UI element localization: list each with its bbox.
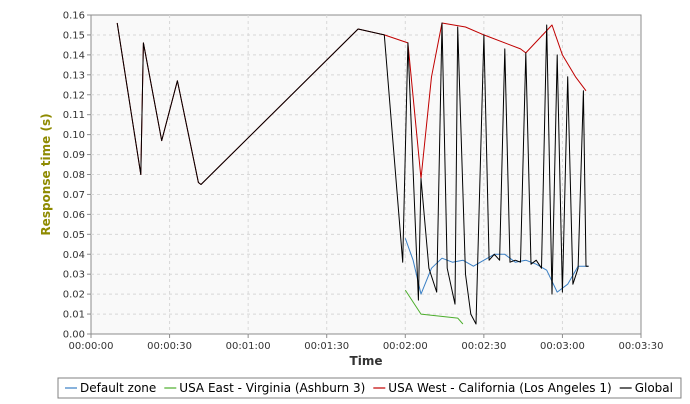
x-tick-label: 00:00:30 (147, 341, 192, 352)
y-tick-label: 0.06 (63, 210, 85, 221)
series-line-4 (116, 22, 589, 325)
legend-label-2: USA East - Virginia (Ashburn 3) (179, 381, 365, 395)
x-axis-title: Time (350, 354, 383, 368)
series-lines (116, 22, 589, 325)
axis-ticks: 0.00 0.01 0.02 0.03 0.04 0.05 0.06 0.07 0.08 0.09… (63, 11, 664, 353)
plot-area (90, 14, 642, 335)
y-axis-title: Response time (s) (39, 113, 53, 235)
y-tick-label: 0.05 (63, 230, 85, 241)
x-tick-label: 00:00:00 (69, 341, 114, 352)
y-tick-label: 0.10 (63, 130, 85, 141)
y-tick-label: 0.13 (63, 70, 85, 81)
y-tick-label: 0.12 (63, 90, 85, 101)
y-tick-label: 0.11 (63, 110, 85, 121)
y-tick-label: 0.16 (63, 11, 85, 22)
y-tick-label: 0.00 (63, 330, 85, 341)
series-line-2 (404, 289, 464, 325)
x-tick-label: 00:01:00 (226, 341, 271, 352)
y-tick-label: 0.15 (63, 30, 85, 41)
y-tick-label: 0.03 (63, 270, 85, 281)
y-tick-label: 0.09 (63, 150, 85, 161)
x-tick-label: 00:01:30 (304, 341, 349, 352)
legend-box (57, 377, 682, 399)
y-tick-label: 0.08 (63, 170, 85, 181)
x-tick-label: 00:02:00 (383, 341, 428, 352)
y-tick-label: 0.14 (63, 50, 85, 61)
legend-label-4: Global (635, 381, 673, 395)
legend-label-3: USA West - California (Los Angeles 1) (388, 381, 611, 395)
y-tick-label: 0.02 (63, 290, 85, 301)
x-tick-label: 00:03:00 (540, 341, 585, 352)
x-tick-label: 00:03:30 (619, 341, 664, 352)
y-tick-label: 0.07 (63, 190, 85, 201)
x-tick-label: 00:02:30 (461, 341, 506, 352)
y-tick-label: 0.04 (63, 250, 85, 261)
y-tick-label: 0.01 (63, 310, 85, 321)
legend: Default zone USA East - Virginia (Ashburn… (57, 377, 682, 399)
legend-label-1: Default zone (80, 381, 156, 395)
